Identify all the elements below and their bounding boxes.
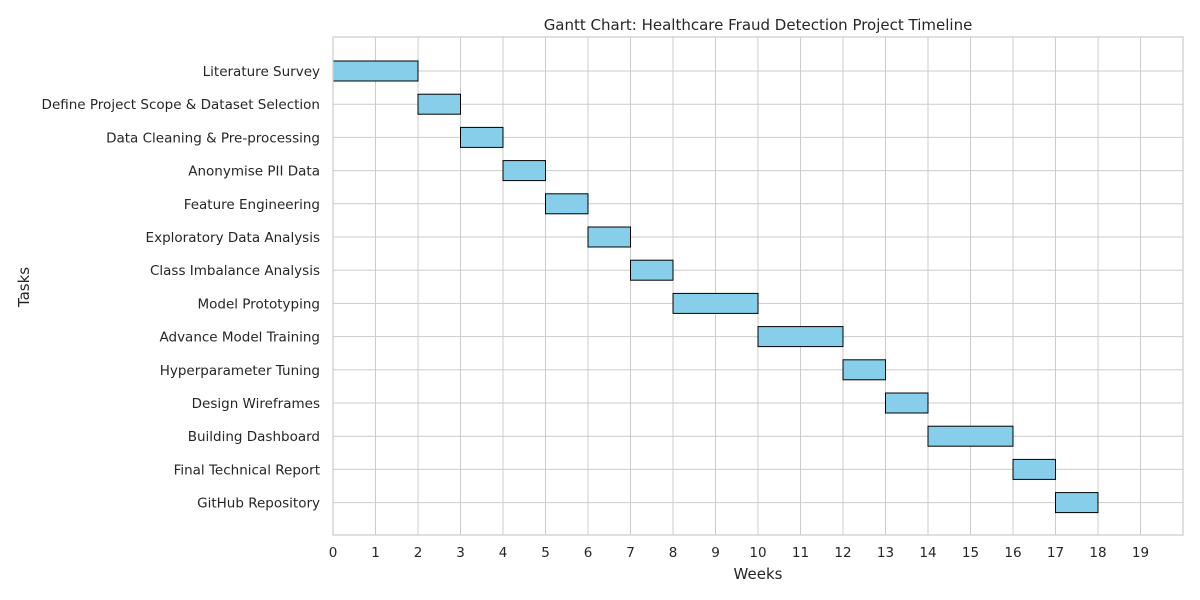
x-tick-label: 17 [1047,545,1064,561]
task-bar [587,226,631,248]
task-bar [630,259,674,281]
tick-label-layer: 0 1 2 3 4 5 6 7 8 9 10 11 12 13 14 15 16 17 18 19Literature… [42,64,1150,561]
task-label: Hyperparameter Tuning [160,363,320,379]
x-tick-label: 0 [329,545,338,561]
task-bar [757,326,844,348]
task-label: Feature Engineering [184,197,320,213]
task-label: Building Dashboard [188,429,320,445]
x-tick-label: 9 [711,545,720,561]
x-tick-label: 1 [371,545,380,561]
task-bar [417,93,461,115]
x-tick-label: 4 [499,545,508,561]
task-label: Exploratory Data Analysis [146,230,320,246]
task-bar [927,425,1014,447]
x-tick-label: 18 [1089,545,1106,561]
task-label: GitHub Repository [197,496,320,512]
x-tick-label: 11 [792,545,809,561]
task-label: Anonymise PII Data [188,164,320,180]
task-label: Final Technical Report [174,462,320,478]
x-tick-label: 19 [1132,545,1149,561]
task-label: Advance Model Training [160,330,321,346]
task-bar [460,126,504,148]
task-bar [885,392,929,414]
task-label: Literature Survey [203,64,320,80]
x-tick-label: 8 [669,545,678,561]
task-label: Data Cleaning & Pre-processing [106,130,320,146]
x-tick-label: 14 [919,545,936,561]
task-bar [1055,492,1099,514]
task-label: Class Imbalance Analysis [150,263,320,279]
task-bar [672,292,759,314]
bar-layer [332,60,1099,514]
x-tick-label: 2 [414,545,423,561]
chart-title: Gantt Chart: Healthcare Fraud Detection … [544,16,973,34]
task-bar [842,359,886,381]
task-label: Model Prototyping [197,296,320,312]
y-axis-label: Tasks [15,267,33,308]
x-tick-label: 7 [626,545,635,561]
task-bar [502,160,546,182]
task-label: Design Wireframes [192,396,320,412]
x-tick-label: 15 [962,545,979,561]
task-bar [545,193,589,215]
task-bar [332,60,419,82]
x-tick-label: 16 [1004,545,1021,561]
x-tick-label: 6 [584,545,593,561]
x-tick-label: 3 [456,545,465,561]
x-tick-label: 12 [834,545,851,561]
task-label: Define Project Scope & Dataset Selection [42,97,320,113]
x-tick-label: 13 [877,545,894,561]
plot-frame [332,36,1184,536]
grid-layer [332,37,1183,535]
x-tick-label: 5 [541,545,550,561]
task-bar [1012,458,1056,480]
x-axis-label: Weeks [734,565,783,583]
x-tick-label: 10 [749,545,766,561]
